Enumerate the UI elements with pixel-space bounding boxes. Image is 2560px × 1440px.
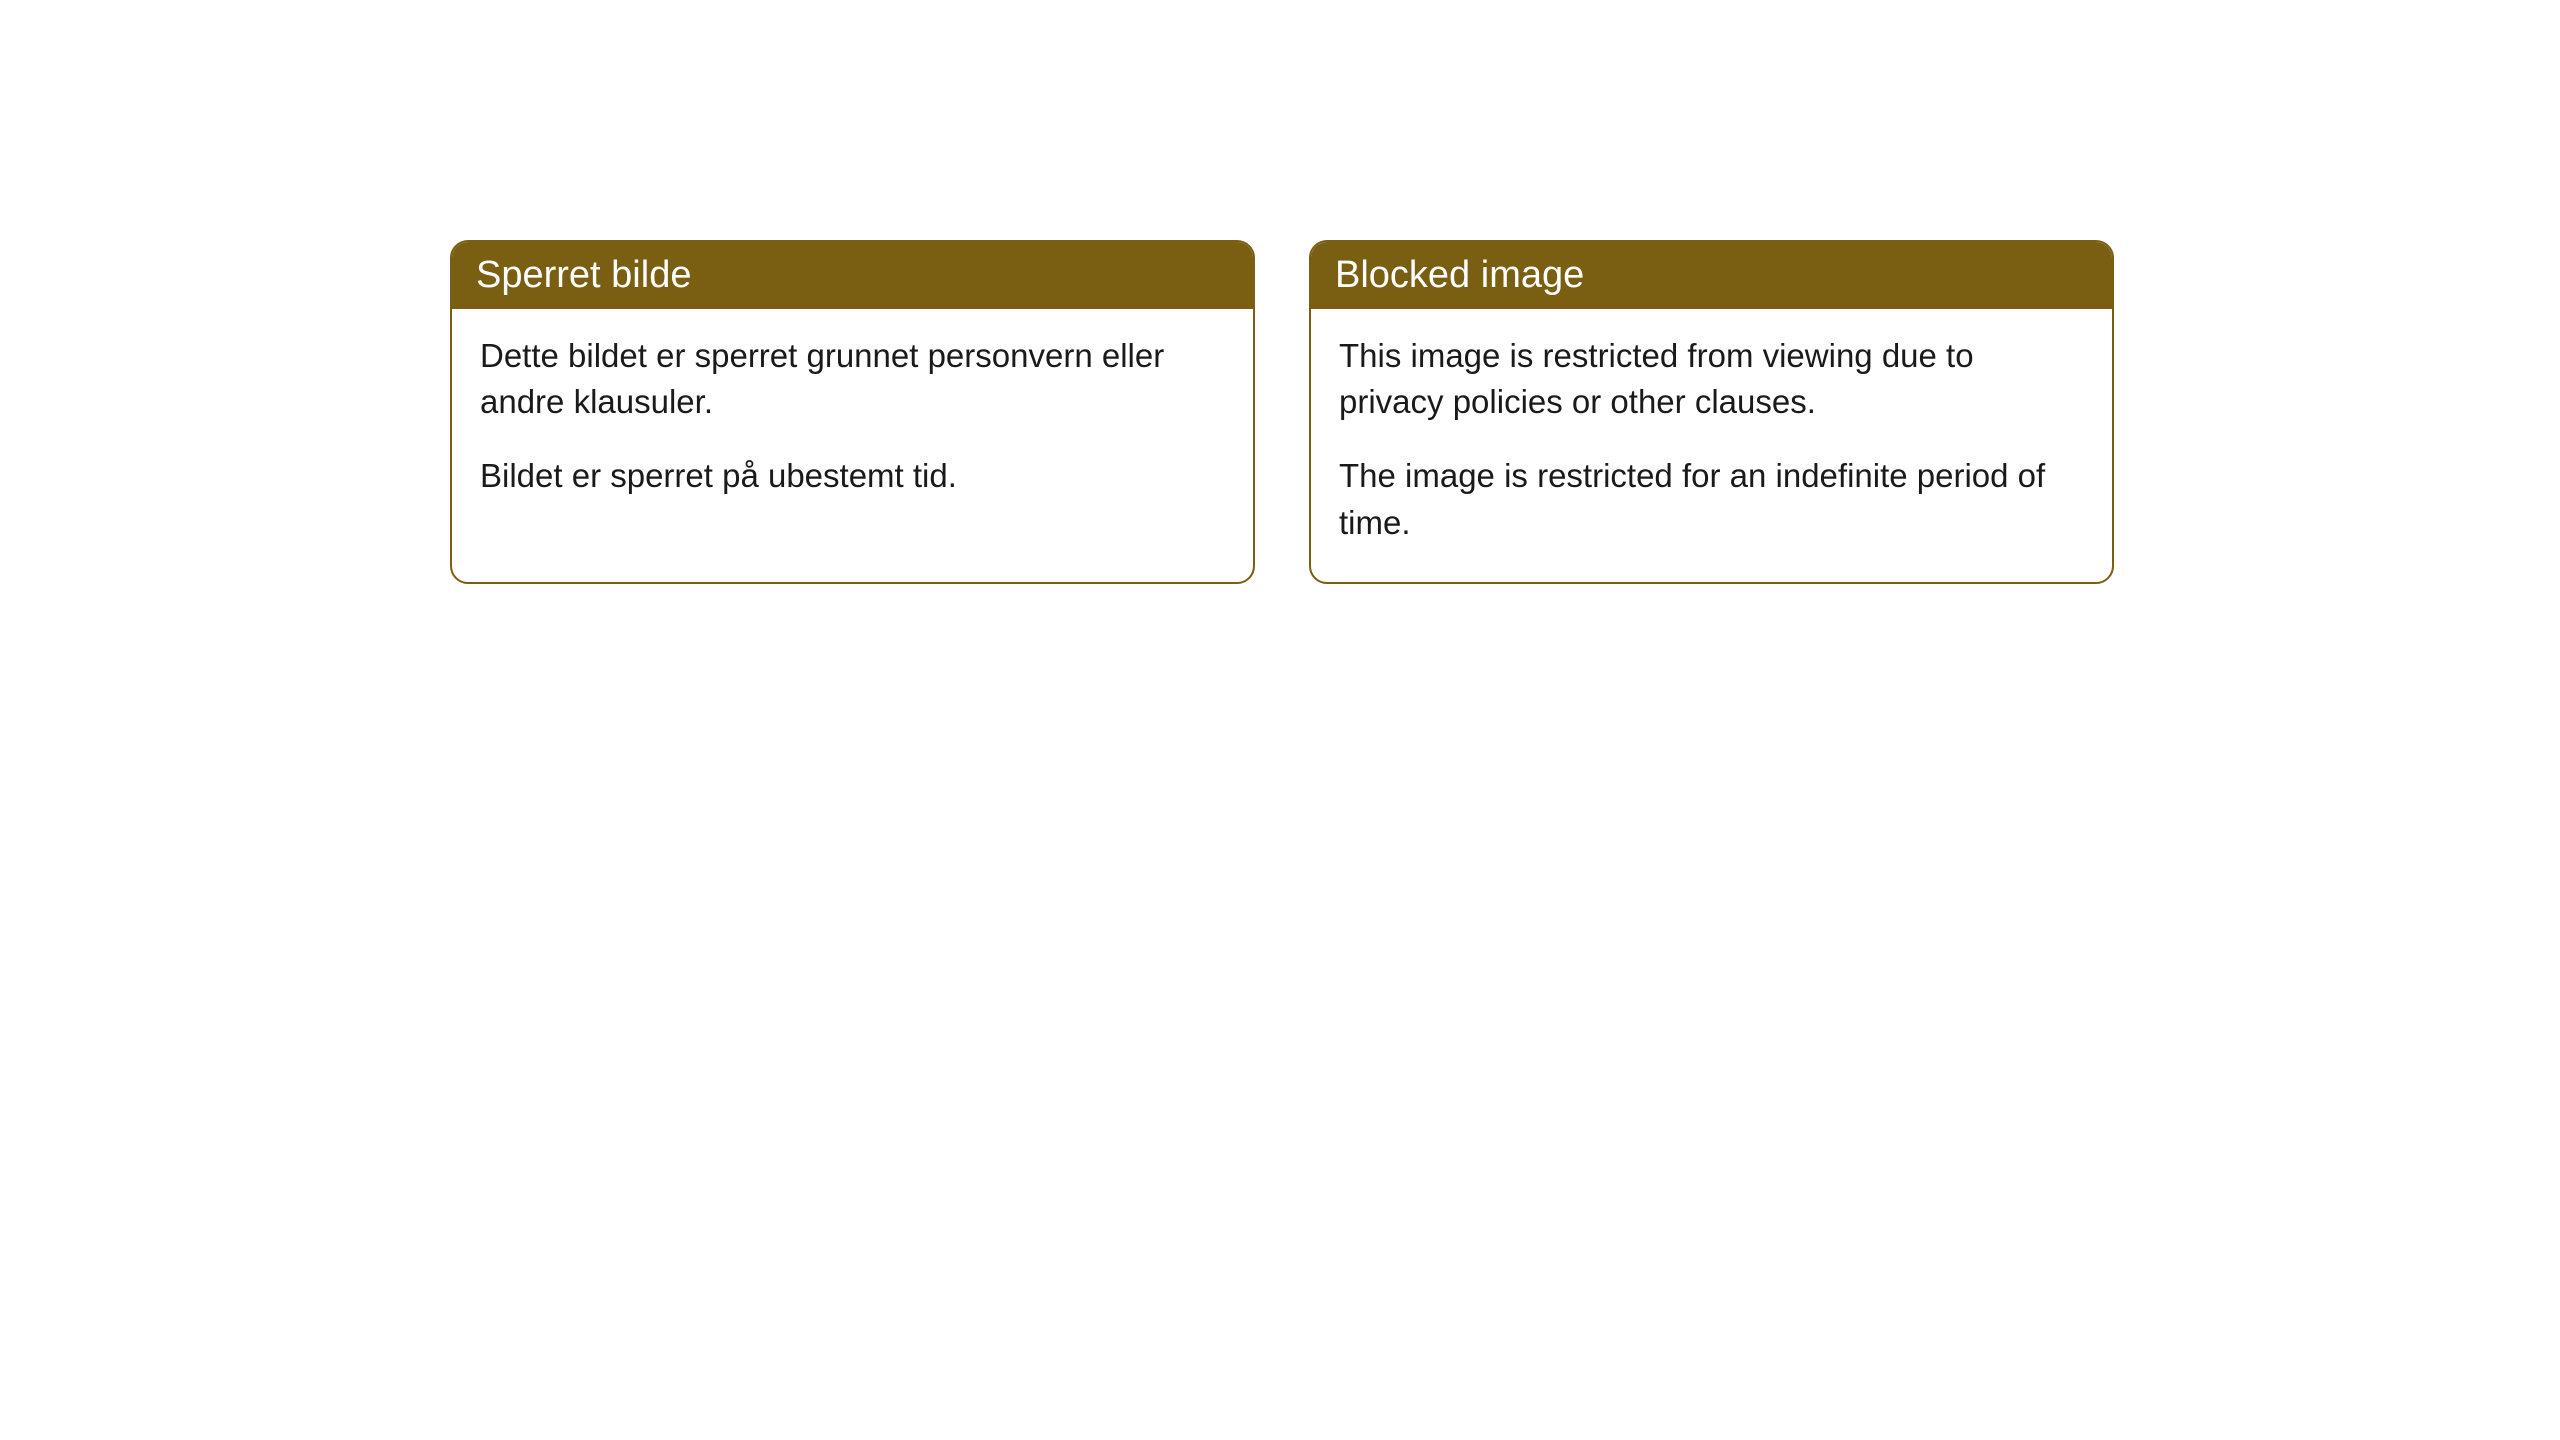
card-paragraph: The image is restricted for an indefinit… <box>1339 453 2084 545</box>
card-paragraph: This image is restricted from viewing du… <box>1339 333 2084 425</box>
card-header: Sperret bilde <box>452 242 1253 309</box>
card-paragraph: Bildet er sperret på ubestemt tid. <box>480 453 1225 499</box>
card-header: Blocked image <box>1311 242 2112 309</box>
card-body: This image is restricted from viewing du… <box>1311 309 2112 582</box>
notice-card-norwegian: Sperret bilde Dette bildet er sperret gr… <box>450 240 1255 584</box>
card-paragraph: Dette bildet er sperret grunnet personve… <box>480 333 1225 425</box>
notice-card-english: Blocked image This image is restricted f… <box>1309 240 2114 584</box>
notice-cards-container: Sperret bilde Dette bildet er sperret gr… <box>450 240 2114 584</box>
card-body: Dette bildet er sperret grunnet personve… <box>452 309 1253 536</box>
